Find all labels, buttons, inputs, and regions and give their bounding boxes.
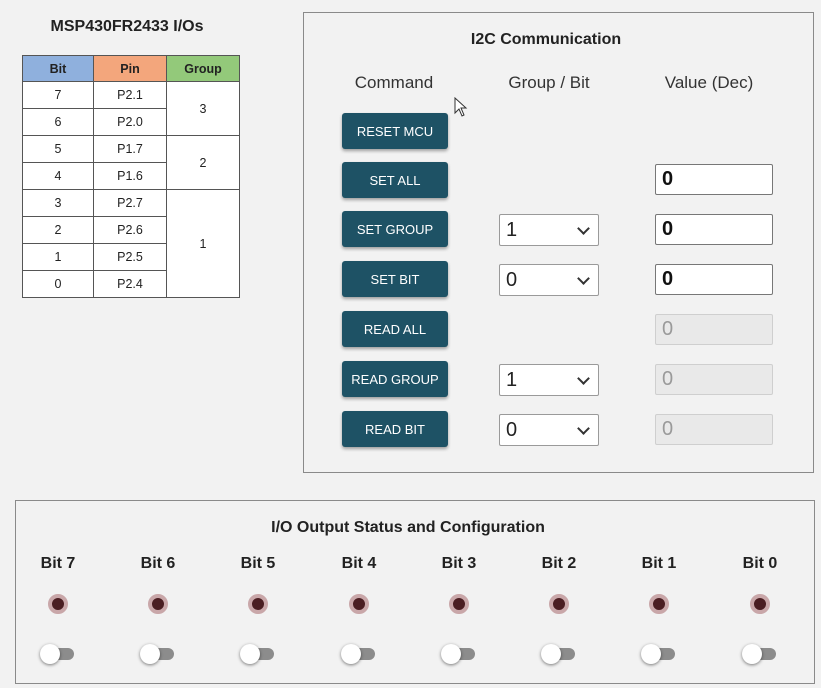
- chevron-down-icon: [577, 222, 590, 235]
- read-all-value-field: 0: [655, 314, 773, 345]
- bit-column-4: Bit 4: [329, 555, 389, 675]
- output-toggle[interactable]: [441, 644, 477, 664]
- cell-pin: P2.7: [93, 189, 167, 217]
- led-indicator: [248, 594, 268, 614]
- reset-mcu-button[interactable]: RESET MCU: [342, 113, 448, 149]
- cell-bit: 4: [22, 162, 94, 190]
- bit-column-6: Bit 6: [128, 555, 188, 675]
- led-indicator: [549, 594, 569, 614]
- io-map-table: Bit Pin Group 7 P2.1 3 6 P2.0 5 P1.7 2 4…: [22, 55, 240, 298]
- io-map-header-row: Bit Pin Group: [22, 55, 240, 82]
- table-row: 4 P1.6: [22, 162, 240, 190]
- output-toggle[interactable]: [641, 644, 677, 664]
- io-map-title: MSP430FR2433 I/Os: [50, 18, 204, 35]
- read-bit-button[interactable]: READ BIT: [342, 411, 448, 447]
- io-map-header-group: Group: [166, 55, 240, 82]
- io-status-title: I/O Output Status and Configuration: [271, 519, 545, 536]
- led-indicator: [649, 594, 669, 614]
- output-toggle[interactable]: [341, 644, 377, 664]
- io-map-header-bit: Bit: [22, 55, 94, 82]
- table-row: 3 P2.7 1: [22, 189, 240, 298]
- read-all-button[interactable]: READ ALL: [342, 311, 448, 347]
- bit-column-5: Bit 5: [228, 555, 288, 675]
- output-toggle[interactable]: [40, 644, 76, 664]
- read-group-value-field: 0: [655, 364, 773, 395]
- led-indicator: [48, 594, 68, 614]
- chevron-down-icon: [577, 372, 590, 385]
- value-column-header: Value (Dec): [664, 73, 754, 92]
- i2c-panel: I2C Communication Command Group / Bit Va…: [303, 12, 814, 473]
- set-group-select[interactable]: 1: [499, 214, 599, 246]
- bit-column-2: Bit 2: [529, 555, 589, 675]
- cell-bit: 2: [22, 216, 94, 244]
- table-row: 7 P2.1 3: [22, 81, 240, 136]
- chevron-down-icon: [577, 272, 590, 285]
- cell-group: 2: [166, 135, 240, 190]
- table-row: 6 P2.0: [22, 108, 240, 136]
- bit-label: Bit 4: [341, 555, 377, 572]
- table-row: 1 P2.5: [22, 243, 240, 271]
- table-row: 5 P1.7 2: [22, 135, 240, 190]
- led-indicator: [750, 594, 770, 614]
- cell-pin: P2.4: [93, 270, 167, 298]
- i2c-title: I2C Communication: [470, 31, 622, 48]
- cell-bit: 3: [22, 189, 94, 217]
- cell-bit: 5: [22, 135, 94, 163]
- command-column-header: Command: [354, 73, 434, 92]
- group-bit-column-header: Group / Bit: [508, 73, 590, 92]
- cell-pin: P1.7: [93, 135, 167, 163]
- cell-pin: P2.0: [93, 108, 167, 136]
- output-toggle[interactable]: [240, 644, 276, 664]
- cell-pin: P2.5: [93, 243, 167, 271]
- set-all-button[interactable]: SET ALL: [342, 162, 448, 198]
- chevron-down-icon: [577, 422, 590, 435]
- led-indicator: [349, 594, 369, 614]
- bit-label: Bit 5: [240, 555, 276, 572]
- cell-bit: 0: [22, 270, 94, 298]
- read-bit-value-field: 0: [655, 414, 773, 445]
- mouse-cursor-icon: [454, 97, 468, 117]
- bit-label: Bit 0: [742, 555, 778, 572]
- set-group-value-input[interactable]: 0: [655, 214, 773, 245]
- table-row: 0 P2.4: [22, 270, 240, 298]
- bit-column-3: Bit 3: [429, 555, 489, 675]
- bit-label: Bit 6: [140, 555, 176, 572]
- io-status-panel: I/O Output Status and Configuration Bit …: [15, 500, 815, 684]
- read-bit-select-value: 0: [506, 418, 518, 441]
- set-bit-select-value: 0: [506, 268, 518, 291]
- read-group-button[interactable]: READ GROUP: [342, 361, 448, 397]
- set-all-value-input[interactable]: 0: [655, 164, 773, 195]
- bit-label: Bit 2: [541, 555, 577, 572]
- bit-column-0: Bit 0: [730, 555, 790, 675]
- led-indicator: [148, 594, 168, 614]
- cell-pin: P2.1: [93, 81, 167, 109]
- set-bit-value-input[interactable]: 0: [655, 264, 773, 295]
- set-group-button[interactable]: SET GROUP: [342, 211, 448, 247]
- read-bit-select[interactable]: 0: [499, 414, 599, 446]
- cell-bit: 1: [22, 243, 94, 271]
- cell-bit: 6: [22, 108, 94, 136]
- output-toggle[interactable]: [541, 644, 577, 664]
- led-indicator: [449, 594, 469, 614]
- bit-label: Bit 3: [441, 555, 477, 572]
- cell-bit: 7: [22, 81, 94, 109]
- set-bit-button[interactable]: SET BIT: [342, 261, 448, 297]
- bit-column-1: Bit 1: [629, 555, 689, 675]
- set-group-select-value: 1: [506, 218, 518, 241]
- read-group-select[interactable]: 1: [499, 364, 599, 396]
- bit-label: Bit 1: [641, 555, 677, 572]
- read-group-select-value: 1: [506, 368, 518, 391]
- bit-column-7: Bit 7: [28, 555, 88, 675]
- cell-pin: P2.6: [93, 216, 167, 244]
- set-bit-select[interactable]: 0: [499, 264, 599, 296]
- output-toggle[interactable]: [140, 644, 176, 664]
- bit-label: Bit 7: [40, 555, 76, 572]
- cell-group: 1: [166, 189, 240, 298]
- cell-group: 3: [166, 81, 240, 136]
- io-map-header-pin: Pin: [93, 55, 167, 82]
- output-toggle[interactable]: [742, 644, 778, 664]
- cell-pin: P1.6: [93, 162, 167, 190]
